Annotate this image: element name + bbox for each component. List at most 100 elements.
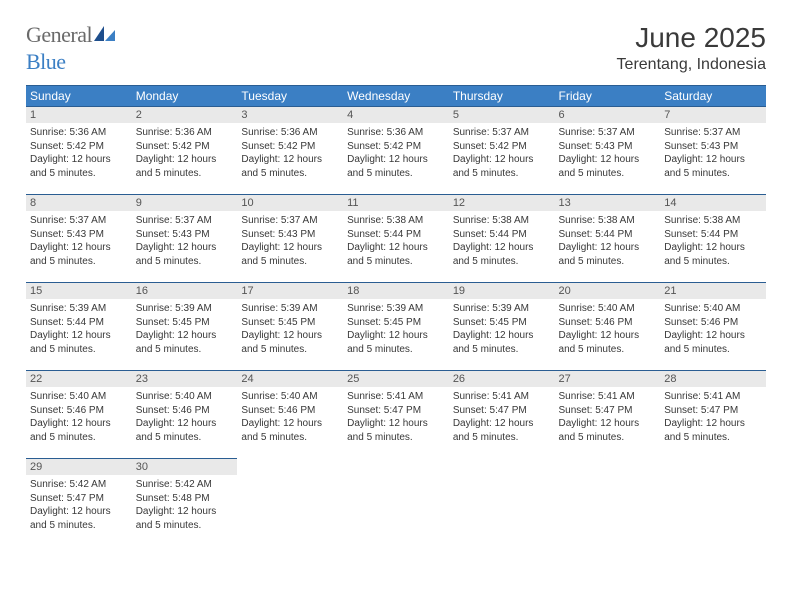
- day-number: 24: [237, 370, 343, 387]
- day-number: 20: [555, 282, 661, 299]
- day-number: 8: [26, 194, 132, 211]
- day-line-d2: and 5 minutes.: [453, 255, 551, 269]
- calendar-day-cell: 13Sunrise: 5:38 AMSunset: 5:44 PMDayligh…: [555, 194, 661, 276]
- day-line-ss: Sunset: 5:48 PM: [136, 492, 234, 506]
- calendar-week-row: 8Sunrise: 5:37 AMSunset: 5:43 PMDaylight…: [26, 194, 766, 276]
- day-line-d2: and 5 minutes.: [664, 167, 762, 181]
- calendar-day-cell: 5Sunrise: 5:37 AMSunset: 5:42 PMDaylight…: [449, 106, 555, 188]
- day-number: 27: [555, 370, 661, 387]
- day-line-d1: Daylight: 12 hours: [559, 417, 657, 431]
- day-line-d1: Daylight: 12 hours: [453, 329, 551, 343]
- day-line-ss: Sunset: 5:43 PM: [241, 228, 339, 242]
- day-details: Sunrise: 5:41 AMSunset: 5:47 PMDaylight:…: [660, 387, 766, 452]
- page-header: General Blue June 2025 Terentang, Indone…: [26, 22, 766, 75]
- day-line-sr: Sunrise: 5:37 AM: [453, 126, 551, 140]
- day-details: Sunrise: 5:41 AMSunset: 5:47 PMDaylight:…: [449, 387, 555, 452]
- day-line-d1: Daylight: 12 hours: [241, 153, 339, 167]
- logo-word-blue: Blue: [26, 49, 66, 74]
- day-line-d2: and 5 minutes.: [136, 431, 234, 445]
- calendar-day-cell: 24Sunrise: 5:40 AMSunset: 5:46 PMDayligh…: [237, 370, 343, 452]
- day-line-ss: Sunset: 5:43 PM: [30, 228, 128, 242]
- day-details: Sunrise: 5:37 AMSunset: 5:43 PMDaylight:…: [237, 211, 343, 276]
- day-line-d2: and 5 minutes.: [347, 343, 445, 357]
- day-details: Sunrise: 5:40 AMSunset: 5:46 PMDaylight:…: [660, 299, 766, 364]
- day-details: Sunrise: 5:39 AMSunset: 5:44 PMDaylight:…: [26, 299, 132, 364]
- day-line-d1: Daylight: 12 hours: [30, 241, 128, 255]
- day-line-d2: and 5 minutes.: [453, 167, 551, 181]
- day-details: Sunrise: 5:38 AMSunset: 5:44 PMDaylight:…: [343, 211, 449, 276]
- calendar-day-cell: 6Sunrise: 5:37 AMSunset: 5:43 PMDaylight…: [555, 106, 661, 188]
- day-line-d2: and 5 minutes.: [136, 167, 234, 181]
- calendar-day-cell: 9Sunrise: 5:37 AMSunset: 5:43 PMDaylight…: [132, 194, 238, 276]
- day-number: 1: [26, 106, 132, 123]
- calendar-week-row: 15Sunrise: 5:39 AMSunset: 5:44 PMDayligh…: [26, 282, 766, 364]
- day-line-sr: Sunrise: 5:42 AM: [30, 478, 128, 492]
- day-line-d2: and 5 minutes.: [241, 343, 339, 357]
- day-line-ss: Sunset: 5:44 PM: [453, 228, 551, 242]
- calendar-day-cell: ..: [555, 458, 661, 540]
- day-line-ss: Sunset: 5:47 PM: [453, 404, 551, 418]
- day-line-d2: and 5 minutes.: [30, 167, 128, 181]
- day-line-sr: Sunrise: 5:40 AM: [136, 390, 234, 404]
- day-details: Sunrise: 5:39 AMSunset: 5:45 PMDaylight:…: [132, 299, 238, 364]
- day-line-ss: Sunset: 5:46 PM: [241, 404, 339, 418]
- day-line-sr: Sunrise: 5:37 AM: [241, 214, 339, 228]
- day-details: Sunrise: 5:40 AMSunset: 5:46 PMDaylight:…: [237, 387, 343, 452]
- calendar-day-cell: 8Sunrise: 5:37 AMSunset: 5:43 PMDaylight…: [26, 194, 132, 276]
- day-line-d2: and 5 minutes.: [136, 519, 234, 533]
- day-line-sr: Sunrise: 5:37 AM: [559, 126, 657, 140]
- day-details: Sunrise: 5:37 AMSunset: 5:43 PMDaylight:…: [660, 123, 766, 188]
- day-number: 7: [660, 106, 766, 123]
- day-number: 9: [132, 194, 238, 211]
- day-details: Sunrise: 5:36 AMSunset: 5:42 PMDaylight:…: [26, 123, 132, 188]
- calendar-day-cell: 23Sunrise: 5:40 AMSunset: 5:46 PMDayligh…: [132, 370, 238, 452]
- calendar-day-cell: ..: [343, 458, 449, 540]
- weekday-header-row: Sunday Monday Tuesday Wednesday Thursday…: [26, 86, 766, 107]
- day-line-d1: Daylight: 12 hours: [30, 329, 128, 343]
- calendar-day-cell: 10Sunrise: 5:37 AMSunset: 5:43 PMDayligh…: [237, 194, 343, 276]
- weekday-header: Monday: [132, 86, 238, 107]
- day-details: Sunrise: 5:39 AMSunset: 5:45 PMDaylight:…: [449, 299, 555, 364]
- day-line-d2: and 5 minutes.: [559, 255, 657, 269]
- day-details: Sunrise: 5:37 AMSunset: 5:43 PMDaylight:…: [26, 211, 132, 276]
- day-line-sr: Sunrise: 5:40 AM: [664, 302, 762, 316]
- weekday-header: Thursday: [449, 86, 555, 107]
- day-number: 2: [132, 106, 238, 123]
- day-line-ss: Sunset: 5:44 PM: [664, 228, 762, 242]
- day-line-sr: Sunrise: 5:36 AM: [30, 126, 128, 140]
- day-number: 18: [343, 282, 449, 299]
- calendar-day-cell: 15Sunrise: 5:39 AMSunset: 5:44 PMDayligh…: [26, 282, 132, 364]
- day-line-d2: and 5 minutes.: [559, 431, 657, 445]
- day-line-d1: Daylight: 12 hours: [136, 417, 234, 431]
- day-details: Sunrise: 5:38 AMSunset: 5:44 PMDaylight:…: [449, 211, 555, 276]
- day-line-d1: Daylight: 12 hours: [664, 329, 762, 343]
- day-line-ss: Sunset: 5:45 PM: [347, 316, 445, 330]
- calendar-day-cell: 25Sunrise: 5:41 AMSunset: 5:47 PMDayligh…: [343, 370, 449, 452]
- day-details: Sunrise: 5:38 AMSunset: 5:44 PMDaylight:…: [660, 211, 766, 276]
- day-line-sr: Sunrise: 5:39 AM: [347, 302, 445, 316]
- day-line-ss: Sunset: 5:46 PM: [559, 316, 657, 330]
- day-line-d2: and 5 minutes.: [136, 343, 234, 357]
- calendar-day-cell: 11Sunrise: 5:38 AMSunset: 5:44 PMDayligh…: [343, 194, 449, 276]
- day-line-sr: Sunrise: 5:39 AM: [136, 302, 234, 316]
- day-details: Sunrise: 5:37 AMSunset: 5:43 PMDaylight:…: [555, 123, 661, 188]
- day-line-d2: and 5 minutes.: [559, 167, 657, 181]
- day-line-d2: and 5 minutes.: [664, 431, 762, 445]
- day-number: 3: [237, 106, 343, 123]
- day-line-d2: and 5 minutes.: [453, 343, 551, 357]
- day-line-d1: Daylight: 12 hours: [559, 329, 657, 343]
- calendar-day-cell: 16Sunrise: 5:39 AMSunset: 5:45 PMDayligh…: [132, 282, 238, 364]
- day-number: 19: [449, 282, 555, 299]
- day-details: Sunrise: 5:36 AMSunset: 5:42 PMDaylight:…: [132, 123, 238, 188]
- calendar-day-cell: 19Sunrise: 5:39 AMSunset: 5:45 PMDayligh…: [449, 282, 555, 364]
- day-line-ss: Sunset: 5:43 PM: [136, 228, 234, 242]
- day-line-ss: Sunset: 5:46 PM: [136, 404, 234, 418]
- day-line-d1: Daylight: 12 hours: [559, 153, 657, 167]
- day-details: Sunrise: 5:39 AMSunset: 5:45 PMDaylight:…: [343, 299, 449, 364]
- day-number: 14: [660, 194, 766, 211]
- day-line-ss: Sunset: 5:43 PM: [664, 140, 762, 154]
- day-number: 13: [555, 194, 661, 211]
- day-details: Sunrise: 5:37 AMSunset: 5:43 PMDaylight:…: [132, 211, 238, 276]
- calendar-day-cell: 22Sunrise: 5:40 AMSunset: 5:46 PMDayligh…: [26, 370, 132, 452]
- day-details: Sunrise: 5:36 AMSunset: 5:42 PMDaylight:…: [237, 123, 343, 188]
